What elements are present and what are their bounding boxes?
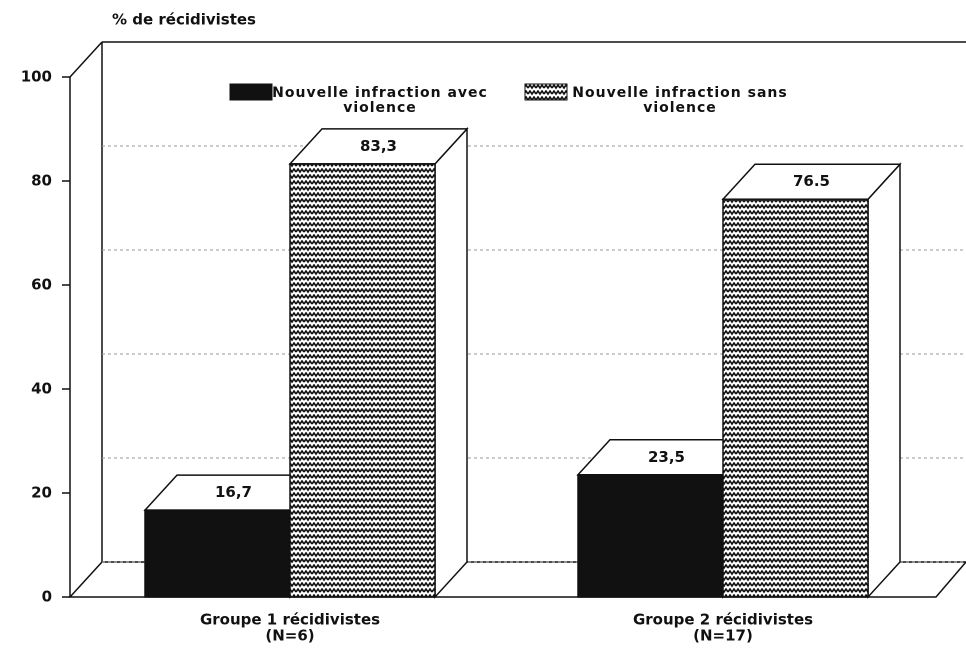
bar — [722, 198, 869, 598]
value-label: 83,3 — [360, 137, 397, 155]
y-tick-label: 40 — [31, 380, 52, 398]
bar — [144, 509, 291, 598]
y-tick-label: 100 — [21, 68, 52, 86]
y-tick-label: 80 — [31, 172, 52, 190]
y-axis-depth — [69, 41, 103, 78]
value-label: 23,5 — [648, 448, 685, 466]
legend-label: Nouvelle infraction sans violence — [572, 85, 788, 116]
bar — [577, 474, 724, 598]
legend-swatch — [229, 83, 273, 101]
legend-label: Nouvelle infraction avec violence — [272, 85, 488, 116]
x-tick-label: Groupe 2 récidivistes — [633, 611, 813, 629]
value-label: 16,7 — [215, 483, 252, 501]
x-tick-label: (N=6) — [265, 627, 314, 645]
x-tick-label: (N=17) — [693, 627, 753, 645]
bar-side — [867, 162, 901, 599]
y-axis-title: % de récidivistes — [112, 11, 256, 29]
bar — [289, 163, 436, 598]
x-tick-label: Groupe 1 récidivistes — [200, 611, 380, 629]
y-tick-label: 20 — [31, 484, 52, 502]
bar-side — [434, 126, 468, 599]
value-label: 76.5 — [793, 172, 830, 190]
y-tick-label: 0 — [42, 588, 52, 606]
y-tick-label: 60 — [31, 276, 52, 294]
legend-swatch — [524, 83, 568, 101]
